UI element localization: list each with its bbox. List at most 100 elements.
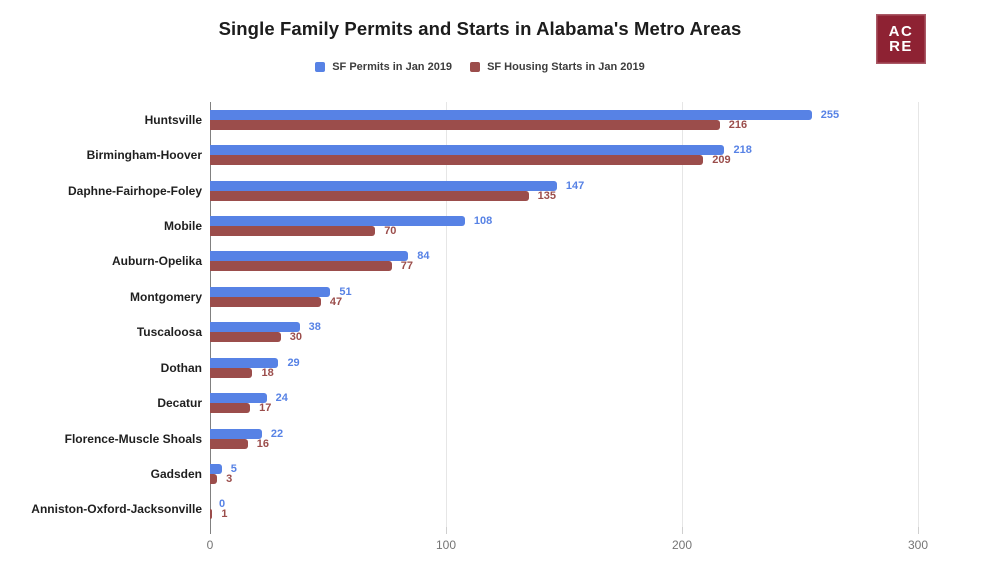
table-row: Tuscaloosa 38 30 [0, 315, 960, 350]
legend: SF Permits in Jan 2019 SF Housing Starts … [0, 61, 960, 73]
bar-value-label: 30 [289, 331, 303, 344]
bar-value-label: 70 [384, 224, 397, 237]
permits-bar [210, 393, 267, 404]
permits-bar [210, 322, 300, 333]
bar-line: 5 [210, 462, 960, 475]
bar-line: 70 [210, 224, 960, 237]
starts-bar [210, 119, 720, 130]
bar-value-label: 77 [400, 260, 413, 273]
bar-line: 147 [210, 179, 960, 192]
table-row: Mobile 108 70 [0, 208, 960, 243]
bar-value-label: 1 [221, 508, 228, 521]
table-row: Florence-Muscle Shoals 22 16 [0, 421, 960, 456]
starts-bar [210, 473, 218, 484]
bar-line: 24 [210, 392, 960, 405]
bar-value-label: 147 [565, 179, 585, 192]
bar-line: 17 [210, 403, 960, 414]
bar-line: 84 [210, 251, 960, 262]
table-row: Auburn-Opelika 84 77 [0, 244, 960, 279]
bar-line: 255 [210, 108, 960, 121]
bar-line: 135 [210, 189, 960, 202]
bar-line: 38 [210, 322, 960, 333]
bar-value-label: 24 [275, 392, 288, 405]
bar-line: 3 [210, 472, 960, 485]
permits-bar [210, 428, 262, 439]
bar-value-label: 29 [287, 356, 300, 369]
category-label: Montgomery [130, 289, 202, 304]
acre-logo-line1: AC [888, 23, 914, 40]
legend-swatch-icon [315, 62, 326, 72]
permits-bar [210, 109, 812, 120]
table-row: Decatur 24 17 [0, 385, 960, 420]
category-label: Anniston-Oxford-Jacksonville [31, 502, 202, 517]
bar-value-label: 255 [820, 108, 840, 121]
starts-bar [210, 438, 248, 449]
bar-group: 147 135 [210, 179, 960, 202]
grid-line [918, 102, 919, 527]
starts-bar [210, 155, 704, 166]
bar-line: 51 [210, 286, 960, 297]
table-row: Montgomery 51 47 [0, 279, 960, 314]
category-label: Huntsville [144, 112, 202, 127]
x-tick-label: 300 [907, 538, 929, 552]
legend-item-0: SF Permits in Jan 2019 [315, 61, 452, 73]
grid-line [682, 102, 683, 527]
bar-group: 51 47 [210, 286, 960, 307]
table-row: Dothan 29 18 [0, 350, 960, 385]
x-tick-label: 200 [671, 538, 693, 552]
table-row: Gadsden 5 3 [0, 456, 960, 491]
legend-item-1: SF Housing Starts in Jan 2019 [470, 61, 645, 73]
bar-group: 218 209 [210, 144, 960, 167]
grid-line [446, 102, 447, 527]
permits-bar [210, 145, 725, 156]
bar-value-label: 16 [256, 437, 269, 450]
category-label: Gadsden [150, 466, 202, 481]
bar-group: 29 18 [210, 356, 960, 379]
axis-tick [918, 527, 919, 534]
bar-value-label: 18 [261, 366, 274, 379]
category-label: Florence-Muscle Shoals [64, 431, 202, 446]
bar-line: 77 [210, 260, 960, 273]
bar-value-label: 209 [712, 154, 731, 167]
plot-area: Huntsville 255 216 Birmingham-Hoover 218 209 D… [0, 102, 1000, 567]
bar-group: 255 216 [210, 108, 960, 130]
axis-tick [210, 527, 211, 534]
starts-bar [210, 225, 376, 236]
bar-value-label: 108 [473, 214, 493, 227]
permits-bar [210, 180, 557, 191]
bar-line: 209 [210, 154, 960, 167]
bar-value-label: 135 [537, 189, 556, 202]
starts-bar [210, 261, 392, 272]
bar-group: 22 16 [210, 427, 960, 450]
bar-value-label: 0 [219, 498, 226, 511]
bar-group: 84 77 [210, 251, 960, 273]
starts-bar [210, 509, 213, 520]
permits-bar [210, 251, 409, 262]
bar-value-label: 3 [226, 472, 233, 485]
bar-value-label: 218 [733, 144, 752, 157]
bar-value-label: 5 [230, 462, 237, 475]
category-label: Daphne-Fairhope-Foley [67, 183, 202, 198]
starts-bar [210, 296, 321, 307]
starts-bar [210, 403, 251, 414]
permits-bar [210, 215, 465, 226]
bar-rows: Huntsville 255 216 Birmingham-Hoover 218 209 D… [0, 102, 960, 527]
acre-logo-line2: RE [889, 38, 913, 55]
y-axis-line [210, 102, 211, 527]
bar-line: 22 [210, 427, 960, 440]
category-label: Birmingham-Hoover [86, 148, 202, 163]
legend-label: SF Permits in Jan 2019 [332, 61, 453, 73]
bar-line: 30 [210, 331, 960, 344]
category-label: Mobile [164, 218, 202, 233]
bar-group: 108 70 [210, 214, 960, 237]
bar-value-label: 22 [270, 427, 284, 440]
bar-line: 216 [210, 119, 960, 130]
permits-bar [210, 463, 222, 474]
legend-label: SF Housing Starts in Jan 2019 [487, 61, 645, 73]
bar-line: 0 [210, 498, 960, 511]
bar-group: 24 17 [210, 392, 960, 414]
category-label: Tuscaloosa [136, 325, 202, 340]
starts-bar [210, 332, 281, 343]
